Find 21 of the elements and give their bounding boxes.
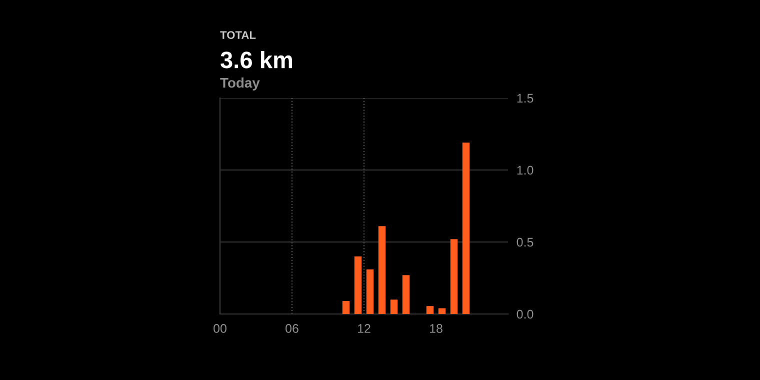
x-tick-label: 12 [358, 324, 370, 333]
bar [390, 300, 398, 314]
chart-subtitle: 3.6 km [220, 50, 292, 68]
bar [450, 239, 458, 314]
bar [438, 308, 446, 314]
bar [354, 256, 362, 314]
bar [366, 269, 374, 314]
bar [426, 306, 434, 314]
bar [402, 275, 410, 314]
bar [342, 301, 350, 314]
y-tick-label: 0.0 [516, 310, 534, 319]
bar [378, 226, 386, 314]
bar [462, 142, 470, 314]
x-tick-label: 18 [430, 324, 442, 333]
x-tick-label: 00 [214, 324, 226, 333]
y-tick-label: 1.0 [517, 166, 534, 175]
x-tick-label: 06 [286, 324, 298, 333]
text: Today [220, 78, 260, 90]
chart-title: TOTAL [220, 31, 256, 39]
y-tick-label: 0.5 [516, 238, 534, 247]
y-tick-label: 1.5 [517, 94, 534, 103]
